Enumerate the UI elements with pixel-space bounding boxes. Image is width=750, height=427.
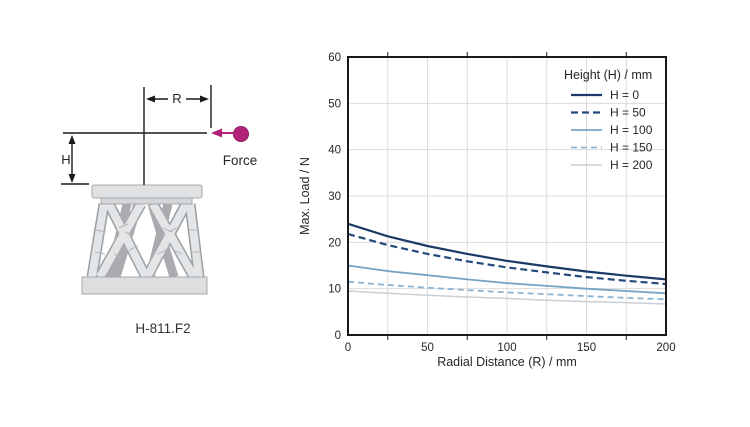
legend-item-label: H = 200 xyxy=(610,158,653,172)
series-line-4 xyxy=(347,290,667,305)
height-arrow-down xyxy=(68,174,76,183)
x-tick-label: 0 xyxy=(345,342,351,354)
y-tick-label: 50 xyxy=(328,98,341,110)
plot-border xyxy=(347,56,667,336)
radius-arrow-right xyxy=(200,95,209,103)
chart-legend: H = 0 H = 50 H = 100 H = 150 H = 200 xyxy=(571,88,653,172)
legend-item-2: H = 100 xyxy=(571,123,653,137)
series-line-0 xyxy=(347,222,667,281)
series-line-3 xyxy=(347,280,667,301)
y-tick-label: 60 xyxy=(328,52,341,64)
legend-item-3: H = 150 xyxy=(571,141,653,155)
x-tick-label: 100 xyxy=(497,342,516,354)
dimension-arrowheads xyxy=(68,95,209,183)
legend-item-4: H = 200 xyxy=(571,158,653,172)
series-line-2 xyxy=(347,264,667,295)
y-axis-title: Max. Load / N xyxy=(298,157,312,235)
legend-item-1: H = 50 xyxy=(571,106,646,120)
legend-item-label: H = 50 xyxy=(610,106,646,120)
hexapod-leg-joints xyxy=(94,223,200,259)
radius-arrow-left xyxy=(146,95,155,103)
y-tick-label: 20 xyxy=(328,237,341,249)
hexapod-diagram xyxy=(81,184,208,295)
force-label: Force xyxy=(223,153,258,168)
force-dot-icon xyxy=(233,126,249,142)
x-tick-label: 200 xyxy=(656,342,675,354)
dimension-annotations xyxy=(61,85,212,185)
force-annotation xyxy=(211,126,249,142)
legend-item-0: H = 0 xyxy=(571,88,639,102)
chart-series xyxy=(347,222,667,305)
legend-item-label: H = 100 xyxy=(610,123,653,137)
x-tick-label: 150 xyxy=(577,342,596,354)
legend-item-label: H = 150 xyxy=(610,141,653,155)
series-line-1 xyxy=(347,232,667,286)
hexapod-base-plate xyxy=(81,276,208,295)
force-arrowhead-icon xyxy=(211,128,222,138)
x-minor-ticks xyxy=(387,52,627,340)
legend-item-label: H = 0 xyxy=(610,88,639,102)
y-tick-label: 40 xyxy=(328,145,341,157)
hexapod-top-plate xyxy=(91,184,203,199)
legend-title: Height (H) / mm xyxy=(564,68,652,82)
radius-label: R xyxy=(172,91,181,106)
y-tick-label: 10 xyxy=(328,284,341,296)
y-tick-label: 0 xyxy=(335,330,341,342)
height-label: H xyxy=(61,152,70,167)
tick-labels: 0 50 100 150 200 0 10 20 30 40 50 60 xyxy=(328,52,675,354)
height-arrow-up xyxy=(68,135,76,144)
hexapod-front-legs xyxy=(88,202,203,279)
x-tick-label: 50 xyxy=(421,342,434,354)
chart-gridlines xyxy=(348,57,666,335)
x-axis-title: Radial Distance (R) / mm xyxy=(437,355,577,369)
y-tick-label: 30 xyxy=(328,191,341,203)
hexapod-sub-plate xyxy=(100,197,193,205)
model-caption: H-811.F2 xyxy=(135,321,190,336)
